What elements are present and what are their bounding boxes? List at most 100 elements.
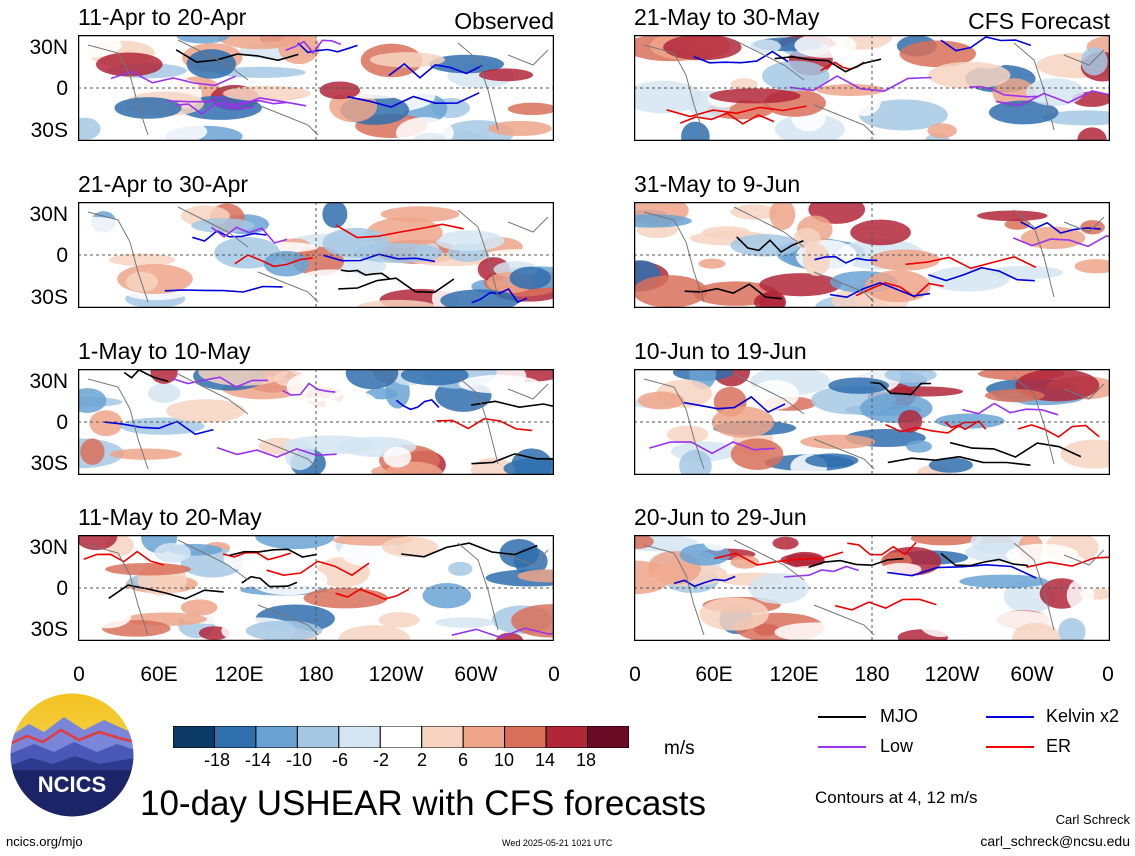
wave-contour [666, 105, 807, 118]
wave-contour [323, 253, 436, 263]
shear-blob [510, 420, 554, 451]
shear-blob [927, 123, 957, 138]
coastline [457, 376, 499, 465]
coastline [1063, 49, 1105, 66]
wave-contour [855, 282, 944, 298]
shear-blob [988, 100, 1059, 125]
shear-blob [927, 266, 1010, 292]
coastline [507, 49, 549, 66]
wave-contour [266, 560, 370, 577]
shear-blob [1042, 110, 1110, 126]
logo-text: NCICS [38, 772, 106, 797]
shear-blob [802, 244, 831, 277]
xtick-label: 60E [695, 663, 733, 686]
shear-blob [1058, 617, 1086, 641]
wave-contour [229, 548, 318, 558]
wave-contour [835, 598, 937, 611]
shear-blob [198, 369, 288, 386]
xtick-label: 0 [1102, 663, 1114, 686]
shear-blob [245, 620, 323, 641]
shear-blob [701, 226, 751, 239]
panel-title-obs-1: 11-Apr to 20-Apr [78, 4, 247, 30]
xtick-label: 0 [629, 663, 641, 686]
coastline [507, 383, 549, 400]
wave-contour [683, 395, 786, 414]
colorbar-swatch [379, 726, 423, 748]
shear-blob [780, 553, 824, 567]
xtick-label: 60E [140, 663, 178, 686]
xtick-label: 120E [769, 663, 819, 686]
shear-blob [89, 410, 123, 437]
shear-blob [874, 63, 940, 76]
shear-blob [634, 535, 654, 549]
panel-frame [78, 202, 554, 308]
units-label: m/s [664, 738, 695, 759]
panel-title-fcst-1: 21-May to 30-May [634, 4, 820, 30]
shear-blob [1066, 579, 1095, 612]
shear-blob [470, 457, 516, 475]
shear-blob [353, 242, 444, 264]
coastline [87, 211, 149, 303]
wave-contour [401, 542, 538, 558]
wave-contour [204, 95, 287, 106]
ytick-label: 30N [29, 536, 68, 559]
colorbar-tick-label: -18 [203, 750, 230, 770]
shear-blob [816, 84, 885, 96]
column-label-cfs-forecast: CFS Forecast [968, 8, 1110, 34]
shear-blob [928, 457, 973, 473]
shear-blob [918, 607, 963, 638]
colorbar-swatch [504, 726, 547, 748]
shear-blob [1005, 543, 1079, 566]
colorbar-swatch [421, 726, 464, 748]
wave-contour [110, 70, 237, 87]
shear-blob [1012, 622, 1061, 641]
wave-contour [335, 223, 464, 239]
colorbar-swatch [173, 726, 215, 748]
shear-blob [935, 413, 1005, 429]
shear-blob [166, 399, 246, 423]
coastline [177, 206, 249, 248]
column-label-observed: Observed [454, 8, 554, 34]
wave-contour [210, 226, 288, 244]
wave-contour [814, 255, 878, 264]
shear-blob [503, 457, 554, 475]
shear-blob [709, 88, 801, 104]
shear-blob [435, 617, 495, 628]
legend-line-mjo [818, 716, 866, 718]
shear-blob [634, 80, 704, 114]
panel-title-fcst-2: 31-May to 9-Jun [634, 171, 801, 197]
legend-line-low [818, 746, 866, 748]
wave-contour [1017, 424, 1100, 438]
shear-blob [400, 369, 469, 386]
wave-contour [680, 112, 775, 125]
panel-title-fcst-4: 20-Jun to 29-Jun [634, 504, 807, 530]
shear-blob [458, 374, 541, 394]
map-panel-observed-3 [78, 369, 554, 475]
shear-blob [292, 269, 369, 300]
legend-line-kelvin [986, 716, 1034, 718]
colorbar-tick-label: 10 [493, 750, 515, 770]
shear-blob [338, 625, 410, 641]
shear-blob [750, 39, 781, 54]
shear-blob [507, 102, 554, 116]
wave-contour [714, 551, 844, 566]
shear-blob [176, 35, 230, 44]
shear-blob [666, 425, 709, 444]
wave-contour [995, 90, 1110, 107]
wave-contour [471, 453, 554, 465]
shear-blob [869, 249, 941, 271]
wave-contour [649, 441, 775, 455]
colorbar-swatch [545, 726, 589, 748]
map-panel-observed-2 [78, 202, 554, 308]
coastline [457, 42, 499, 131]
wave-contour [451, 627, 554, 639]
ytick-label: 0 [56, 577, 68, 600]
wave-contour [285, 39, 342, 55]
ytick-label: 0 [56, 77, 68, 100]
shear-blob [794, 35, 857, 58]
colorbar [173, 726, 629, 748]
shear-blob [1004, 219, 1031, 230]
ytick-label: 30N [29, 203, 68, 226]
wave-contour [175, 49, 299, 63]
shear-blob [984, 389, 1045, 402]
